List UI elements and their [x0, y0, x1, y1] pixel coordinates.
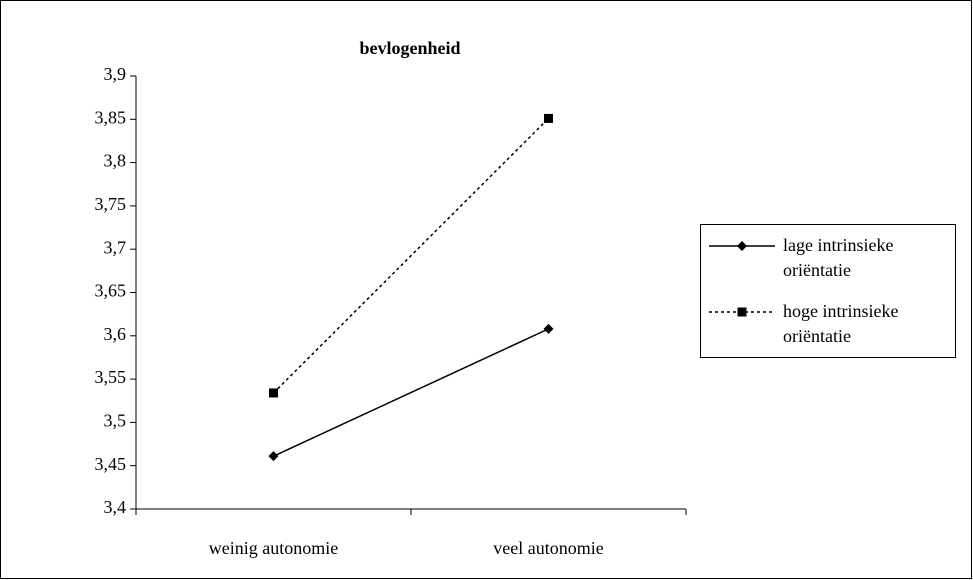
legend-label: hoge intrinsieke oriëntatie: [783, 301, 899, 346]
y-tick-label: 3,6: [104, 324, 127, 344]
chart-title: bevlogenheid: [359, 38, 460, 58]
y-tick-label: 3,7: [104, 237, 127, 257]
legend: lage intrinsieke oriëntatie hoge intrinsi…: [700, 224, 956, 358]
y-tick-label: 3,65: [95, 281, 127, 301]
y-tick-label: 3,9: [104, 64, 127, 84]
series-line: [273, 328, 549, 457]
series-line: [272, 117, 550, 394]
legend-swatch: [709, 241, 775, 251]
y-tick-label: 3,75: [95, 194, 127, 214]
marker: [737, 241, 747, 251]
y-tick-label: 3,4: [104, 497, 127, 517]
marker: [544, 113, 553, 123]
y-tick-label: 3,45: [95, 454, 127, 474]
marker: [543, 323, 554, 334]
legend-swatch: [709, 307, 775, 317]
x-tick-label: weinig autonomie: [209, 538, 338, 558]
marker: [268, 451, 279, 462]
marker: [269, 388, 278, 398]
y-tick-label: 3,5: [104, 411, 127, 431]
y-tick-label: 3,85: [95, 107, 127, 127]
marker: [737, 307, 747, 317]
y-tick-label: 3,55: [95, 367, 127, 387]
y-tick-label: 3,8: [104, 151, 127, 171]
x-tick-label: veel autonomie: [493, 538, 603, 558]
legend-label: lage intrinsieke oriëntatie: [783, 235, 894, 280]
